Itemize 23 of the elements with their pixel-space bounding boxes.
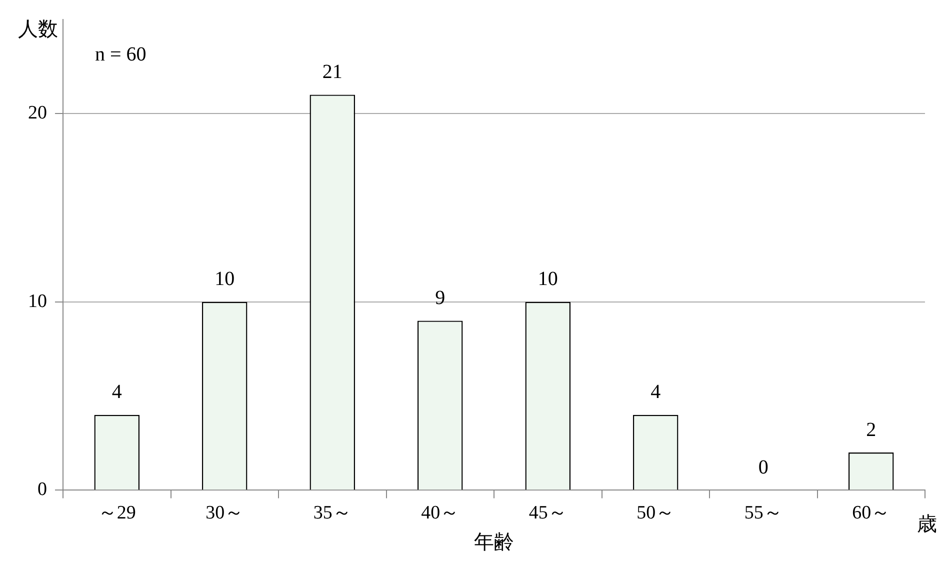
x-axis-title: 年齢 [474,531,514,554]
x-tick-label: 55～ [744,502,782,524]
data-label: 0 [758,456,768,478]
data-label: 21 [322,60,342,83]
x-tick-label: 35～ [313,502,352,524]
data-label: 10 [538,268,558,290]
y-tick-label: 0 [38,479,47,500]
data-label: 4 [112,381,122,404]
y-tick-label: 10 [28,290,47,312]
y-axis-title: 人数 [18,18,58,40]
y-tick-label: 20 [28,102,47,124]
data-label: 4 [650,381,661,404]
x-tick-label: 60～ [852,502,890,524]
data-label: 9 [435,286,446,309]
x-tick-label: ～29 [98,502,136,524]
x-tick-label: 45～ [528,502,567,524]
annotation: n = 60 [95,43,146,66]
x-tick-label: 30～ [206,502,244,524]
x-tick-label: 40～ [421,502,460,524]
text: 歳 [917,513,937,536]
x-tick-label: 50～ [636,502,675,524]
data-label: 10 [214,268,235,290]
data-label: 2 [866,418,876,441]
